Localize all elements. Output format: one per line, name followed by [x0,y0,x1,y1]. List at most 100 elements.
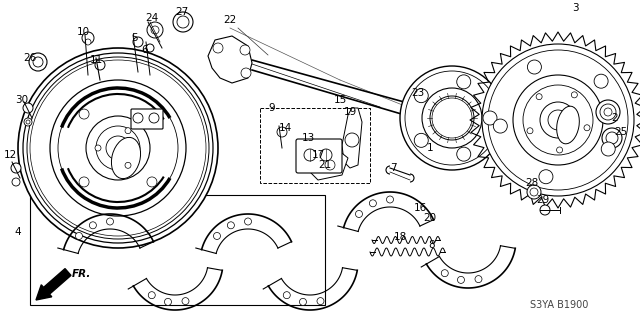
Circle shape [596,100,620,124]
Circle shape [182,298,189,305]
Circle shape [320,149,332,161]
Circle shape [147,109,157,119]
Circle shape [106,218,113,225]
Circle shape [482,44,634,196]
Text: 4: 4 [15,227,21,237]
Circle shape [27,57,209,239]
Circle shape [125,162,131,168]
Circle shape [95,60,105,70]
Text: 25: 25 [614,127,628,137]
Circle shape [438,104,466,132]
Circle shape [317,298,324,305]
Text: 29: 29 [536,195,550,205]
Circle shape [76,233,83,240]
Circle shape [86,116,150,180]
Circle shape [58,88,178,208]
Circle shape [483,111,497,125]
Circle shape [23,103,33,113]
Text: 19: 19 [344,107,356,117]
Circle shape [26,120,30,124]
Text: 1: 1 [427,143,433,153]
Circle shape [29,53,47,71]
Circle shape [82,32,94,44]
Polygon shape [208,36,252,83]
Circle shape [572,92,577,98]
Bar [30,195,325,305]
Ellipse shape [111,137,141,179]
Circle shape [227,222,234,229]
Circle shape [23,53,213,243]
Circle shape [50,80,186,216]
Text: 18: 18 [394,232,406,242]
Circle shape [527,185,541,199]
Circle shape [414,89,428,103]
Circle shape [387,196,394,203]
Circle shape [488,50,628,190]
Circle shape [96,126,140,170]
Text: 17: 17 [312,150,324,160]
Text: 9: 9 [269,103,275,113]
Circle shape [548,110,568,130]
Circle shape [133,37,143,47]
Circle shape [30,60,206,236]
Text: 24: 24 [145,13,159,23]
Circle shape [457,75,471,89]
Text: 5: 5 [132,33,138,43]
Circle shape [527,60,541,74]
FancyBboxPatch shape [131,109,163,129]
Circle shape [530,188,538,196]
Text: 3: 3 [572,3,579,13]
Circle shape [584,125,590,131]
Text: 8: 8 [429,240,435,250]
Circle shape [300,298,307,305]
Circle shape [11,163,21,173]
Text: 6: 6 [141,45,148,55]
Circle shape [405,71,499,165]
Bar [260,108,370,183]
Circle shape [149,113,159,123]
Circle shape [177,16,189,28]
Text: 20: 20 [424,213,436,223]
Text: 15: 15 [333,95,347,105]
Circle shape [284,292,291,299]
Circle shape [240,45,250,55]
Polygon shape [310,150,348,180]
Circle shape [422,88,482,148]
Circle shape [536,94,542,100]
Circle shape [432,98,472,138]
Circle shape [513,75,603,165]
Circle shape [540,205,550,215]
Text: FR.: FR. [72,269,92,279]
Circle shape [33,57,43,67]
Circle shape [79,109,89,119]
Circle shape [85,39,91,45]
Text: 11: 11 [90,55,102,65]
Ellipse shape [557,106,579,144]
Circle shape [594,74,608,88]
FancyArrow shape [36,269,71,300]
Circle shape [444,110,460,126]
Circle shape [604,108,612,116]
Circle shape [146,44,154,52]
Text: 16: 16 [413,203,427,213]
Circle shape [173,12,193,32]
Text: 2: 2 [612,113,618,123]
Circle shape [18,48,218,248]
Polygon shape [342,108,362,168]
Circle shape [557,147,563,153]
Circle shape [241,68,251,78]
Circle shape [147,22,163,38]
Text: 14: 14 [278,123,292,133]
Circle shape [244,218,252,225]
Text: 21: 21 [318,160,332,170]
Circle shape [430,96,474,140]
Text: S3YA B1900: S3YA B1900 [530,300,588,310]
Circle shape [213,43,223,53]
Circle shape [24,118,32,126]
Circle shape [90,222,97,229]
Circle shape [277,127,287,137]
Circle shape [527,128,533,134]
Circle shape [369,200,376,207]
Circle shape [475,276,482,283]
FancyBboxPatch shape [296,139,342,173]
